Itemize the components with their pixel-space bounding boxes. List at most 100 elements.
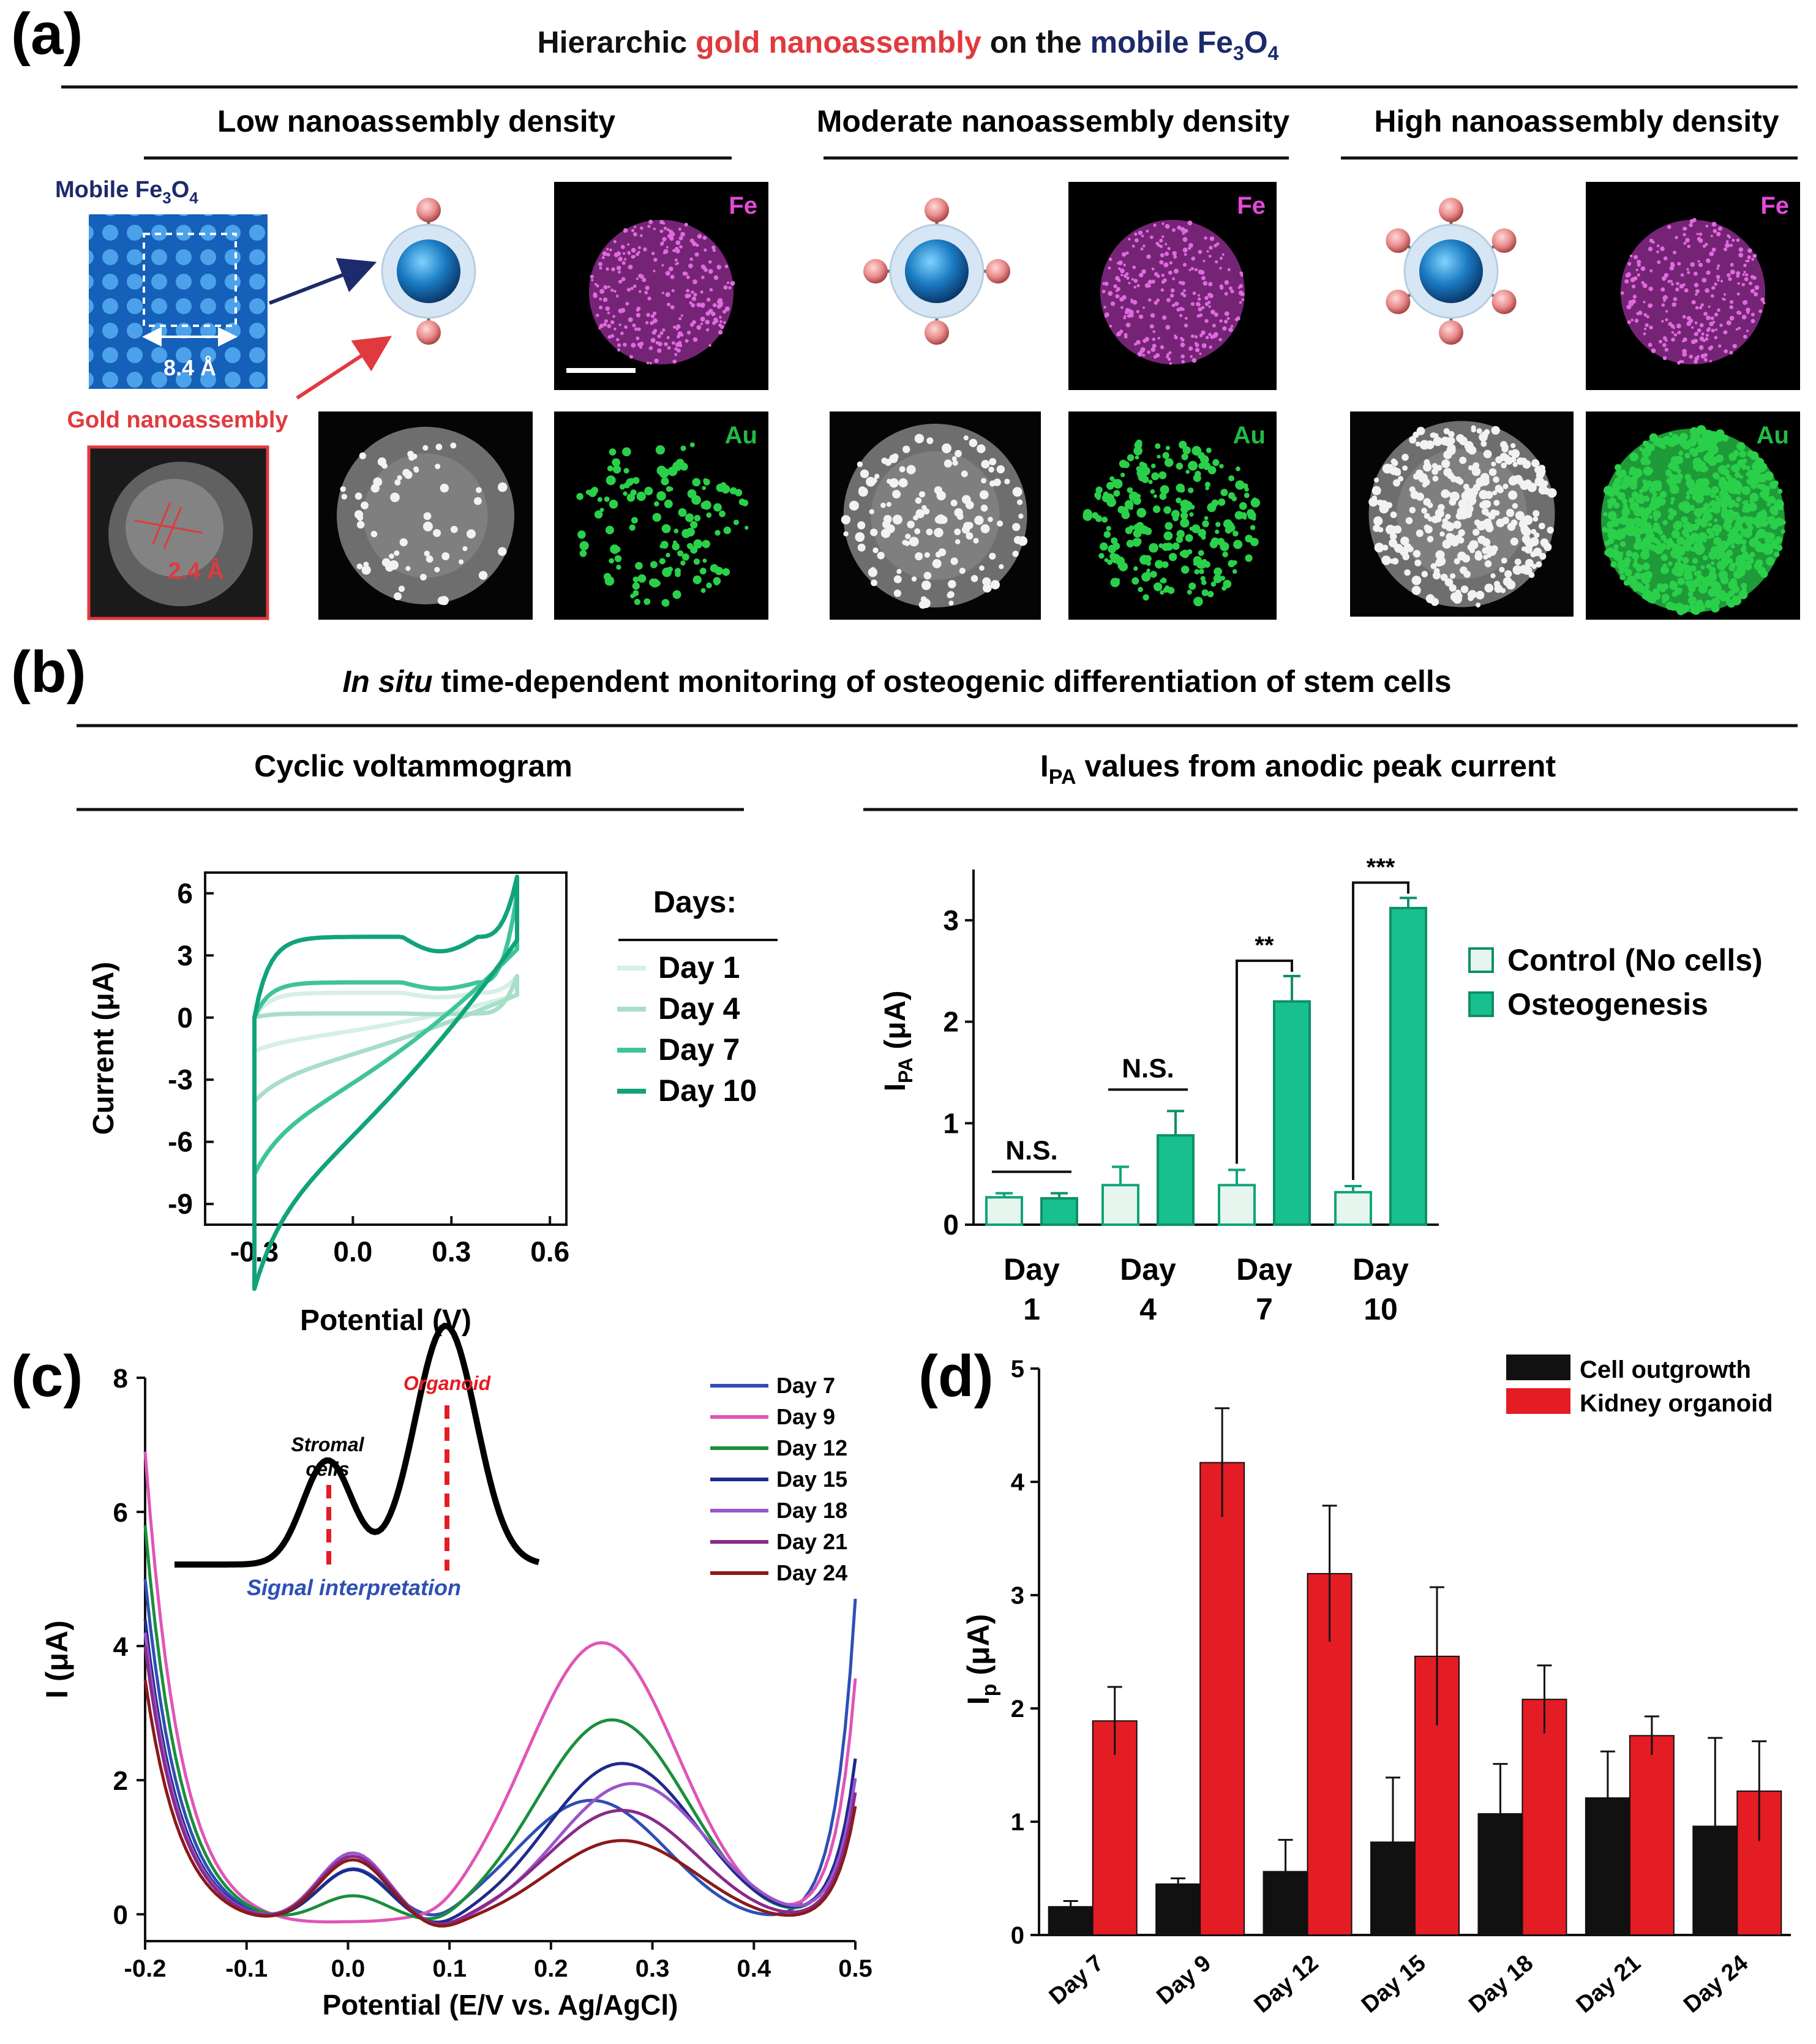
- au-speck: [616, 565, 621, 570]
- au-speck: [1160, 579, 1164, 584]
- fe-speck: [1732, 238, 1735, 242]
- fe-speck: [649, 362, 652, 365]
- fe-speck: [644, 290, 648, 295]
- au-speck: [1198, 452, 1205, 459]
- stem-dot: [989, 552, 996, 560]
- fe-speck: [1717, 226, 1723, 231]
- stem-dot: [948, 600, 954, 606]
- au-speck: [1635, 564, 1643, 572]
- stem-dot: [1525, 558, 1534, 568]
- fe-speck: [1687, 271, 1690, 274]
- fe-speck: [1212, 333, 1218, 338]
- stem-dot: [1523, 515, 1533, 525]
- fe-speck: [637, 246, 641, 249]
- fe-speck: [1651, 348, 1655, 352]
- stem-dot: [1004, 478, 1010, 485]
- stem-dot: [1443, 468, 1452, 477]
- au-speck: [1633, 542, 1642, 550]
- fe-speck: [675, 249, 680, 254]
- au-speck: [1729, 528, 1739, 538]
- fe-speck: [1216, 242, 1220, 246]
- ipa-legend-swatch: [1468, 947, 1494, 973]
- au-speck: [659, 558, 666, 565]
- fe-speck: [1215, 260, 1218, 264]
- fe-speck: [632, 255, 636, 258]
- au-speck: [1688, 575, 1693, 580]
- stem-dot: [1454, 476, 1462, 484]
- fe-speck: [1108, 266, 1111, 270]
- dpv-xtick-label: 0.1: [432, 1955, 467, 1982]
- au-speck: [677, 550, 684, 557]
- au-speck: [1634, 558, 1638, 563]
- au-speck: [1160, 590, 1165, 595]
- fe-speck: [1638, 310, 1643, 315]
- fe-speck: [607, 324, 612, 328]
- fe-speck: [1133, 279, 1138, 283]
- fe-speck: [1691, 326, 1694, 329]
- fe-speck: [1697, 328, 1702, 333]
- stem-dot: [947, 592, 953, 598]
- au-speck: [1686, 495, 1690, 500]
- fe-speck: [1665, 318, 1668, 321]
- au-speck: [1621, 498, 1628, 505]
- stem-dot: [433, 529, 441, 537]
- stem-dot: [1392, 460, 1398, 467]
- fe-speck: [1228, 286, 1233, 290]
- panel-label-b: (b): [11, 639, 86, 705]
- au-speck: [1741, 582, 1747, 589]
- au-speck: [1678, 502, 1687, 511]
- fe-speck: [598, 326, 601, 329]
- stem-dot: [1477, 535, 1486, 544]
- au-speck: [1684, 453, 1690, 459]
- au-speck: [1132, 538, 1141, 547]
- stem-dot: [906, 465, 916, 475]
- stem-dot: [1422, 483, 1427, 488]
- fe-speck: [714, 318, 719, 323]
- au-speck: [609, 448, 617, 456]
- fe-speck: [1665, 339, 1668, 342]
- fe-speck: [1661, 303, 1665, 307]
- stem-dot: [881, 457, 888, 464]
- fe-speck: [657, 348, 662, 353]
- stem-dot: [981, 460, 990, 469]
- stem-dot: [860, 469, 869, 478]
- fe-speck: [596, 314, 599, 317]
- fe-speck: [1730, 269, 1735, 275]
- stem-dot: [983, 584, 992, 593]
- au-speck: [1112, 479, 1120, 487]
- fe-speck: [663, 227, 667, 230]
- stem-dot: [1411, 576, 1422, 585]
- au-speck: [1139, 461, 1145, 467]
- stem-dot: [857, 543, 866, 552]
- fe-speck: [1159, 260, 1164, 265]
- au-speck: [1719, 489, 1728, 499]
- fe-speck: [607, 285, 610, 288]
- au-speck: [1750, 483, 1757, 489]
- stem-dot: [1504, 570, 1512, 578]
- fe-speck: [606, 252, 610, 257]
- au-speck: [1739, 450, 1747, 458]
- stem-dot: [1510, 449, 1520, 459]
- fe-speck: [1163, 278, 1167, 283]
- inset-stromal-label-2: cells: [306, 1458, 349, 1480]
- fe-speck: [724, 265, 729, 269]
- au-speck: [1737, 459, 1746, 468]
- au-speck: [1743, 528, 1752, 538]
- fe-speck: [1698, 306, 1703, 310]
- stem-dot: [1531, 459, 1540, 468]
- au-speck: [1176, 462, 1184, 470]
- fe-speck: [1224, 291, 1228, 296]
- au-speck: [1730, 544, 1735, 549]
- au-speck: [1618, 473, 1624, 479]
- ipa-legend-label: Osteogenesis: [1507, 987, 1708, 1021]
- fe-speck: [1671, 331, 1675, 334]
- fe-speck: [1234, 318, 1239, 321]
- fe-speck: [650, 314, 655, 318]
- fe-speck: [1160, 288, 1165, 292]
- stem-dot: [440, 483, 449, 493]
- stem-dot: [1433, 568, 1440, 574]
- fe-speck: [1737, 282, 1740, 285]
- stem-dot: [892, 514, 902, 525]
- gold-spacing-label: 2.4 Å: [168, 557, 224, 584]
- ip-ytick-label: 4: [1011, 1469, 1025, 1496]
